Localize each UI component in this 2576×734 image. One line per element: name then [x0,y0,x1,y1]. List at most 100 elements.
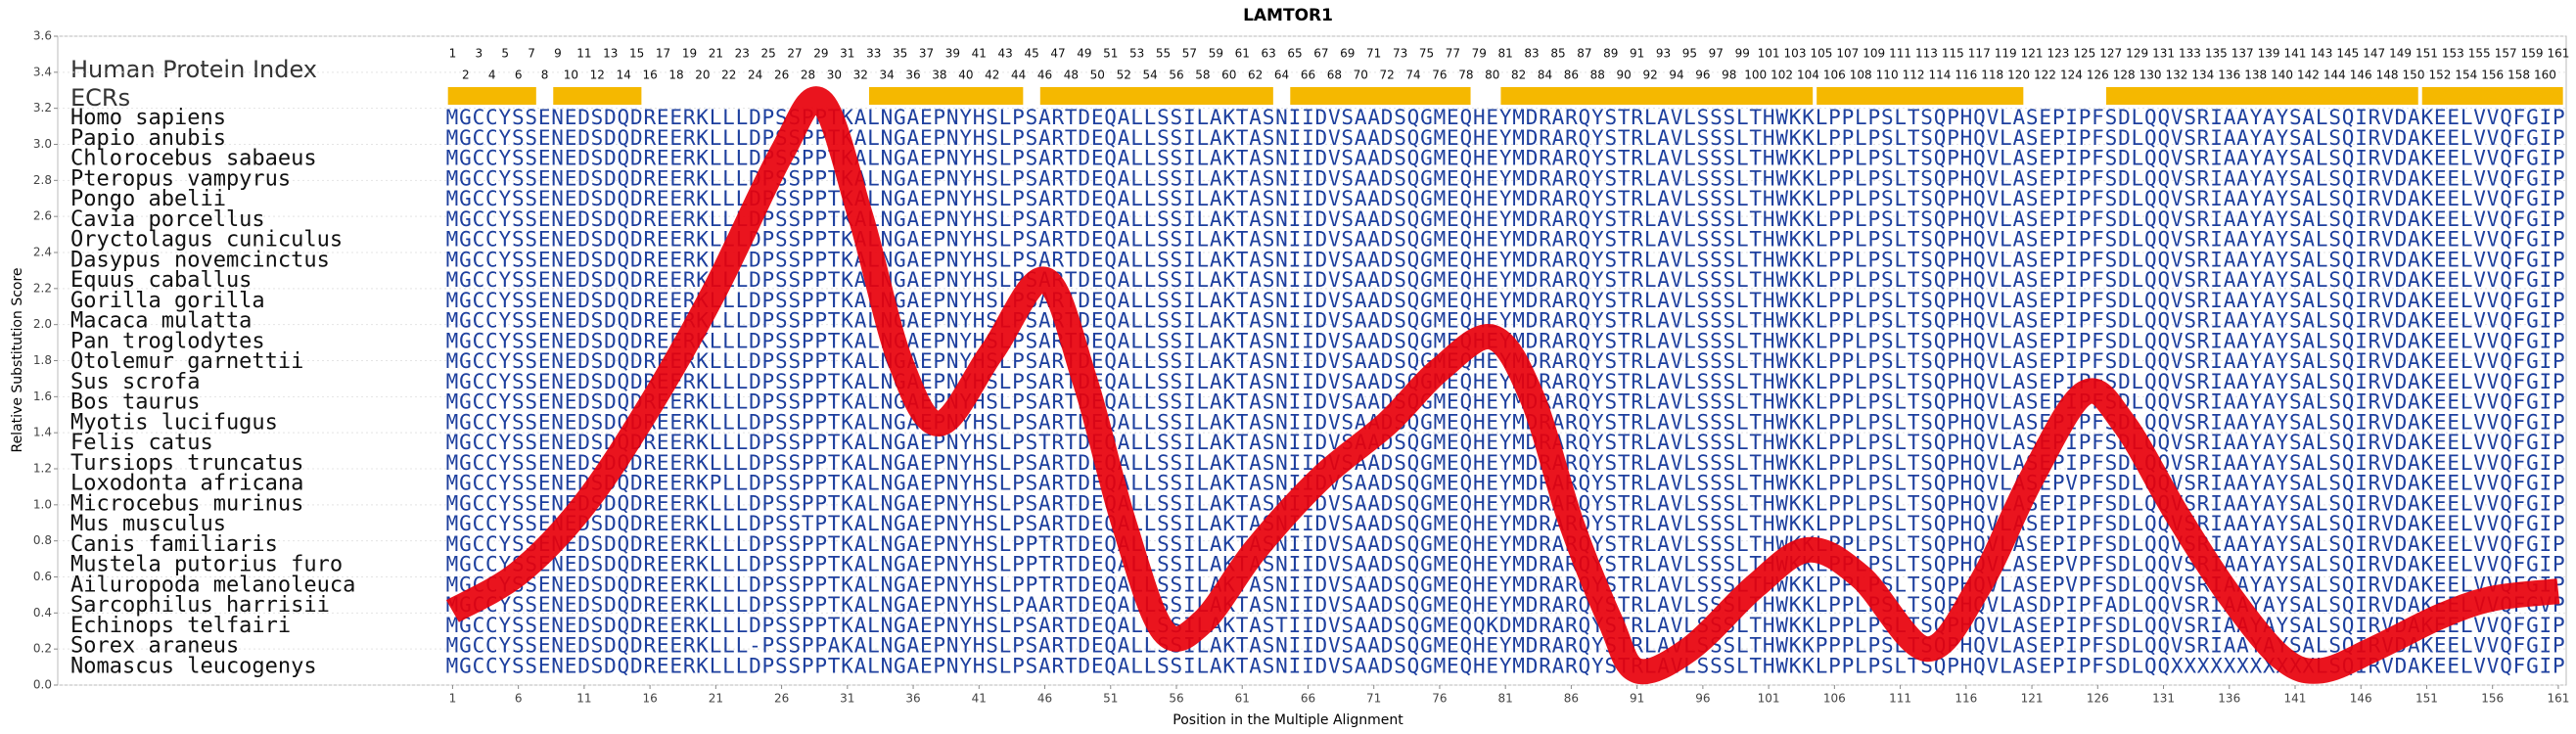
sequence: MGCCYSSENEDSDQDREERKLLLDPSSPPTKALNGAEPNY… [446,370,2565,393]
position-number: 74 [1405,69,1420,82]
x-tick-label: 6 [515,692,523,706]
position-number: 81 [1498,47,1513,61]
position-number: 160 [2534,69,2556,82]
sequence: MGCCYSSENEDSDQDREERKPLLDPSSPPTKALNGAEPNY… [446,472,2565,495]
position-number: 67 [1313,47,1328,61]
x-tick-label: 41 [972,692,987,706]
position-number: 75 [1419,47,1434,61]
y-axis-label: Relative Substitution Score [10,267,25,452]
species-name: Canis familiaris [70,532,278,557]
position-number: 118 [1981,69,2003,82]
position-number: 19 [682,47,697,61]
sequence: MGCCYSSENEDSDQDREERKLLLDPSSPPTKALNGAEPNY… [446,147,2565,170]
y-tick-label: 1.4 [33,426,52,439]
y-tick-label: 2.8 [33,173,52,187]
position-number: 3 [475,47,483,61]
position-number: 147 [2363,47,2385,61]
position-number: 158 [2507,69,2530,82]
position-number: 101 [1758,47,1780,61]
position-number: 70 [1354,69,1368,82]
position-number: 155 [2468,47,2491,61]
x-tick-label: 26 [774,692,789,706]
position-number: 90 [1617,69,1632,82]
position-number: 29 [813,47,828,61]
position-number: 45 [1024,47,1038,61]
x-tick-label: 156 [2481,692,2504,706]
y-tick-label: 3.0 [33,137,52,151]
position-number: 25 [760,47,775,61]
position-number: 5 [501,47,509,61]
position-number: 136 [2218,69,2240,82]
x-tick-label: 56 [1169,692,1183,706]
x-tick-label: 31 [840,692,854,706]
position-number: 120 [2007,69,2030,82]
position-number: 117 [1968,47,1991,61]
position-number: 87 [1577,47,1591,61]
position-number: 42 [985,69,999,82]
ecr-bar [447,87,536,105]
position-number: 109 [1863,47,1885,61]
position-number: 91 [1630,47,1644,61]
position-number: 55 [1156,47,1171,61]
position-number: 33 [866,47,881,61]
x-tick-label: 161 [2547,692,2569,706]
species-name: Myotis lucifugus [70,410,278,435]
x-tick-label: 46 [1037,692,1052,706]
sequence: MGCCYSSENEDSDQDREERKLLLDPSSPPTKALNGAEPNY… [446,166,2565,190]
position-number: 122 [2034,69,2056,82]
position-number: 30 [827,69,842,82]
x-tick-label: 71 [1366,692,1381,706]
position-number: 143 [2310,47,2332,61]
position-number: 22 [721,69,736,82]
position-number: 102 [1771,69,1793,82]
position-number: 145 [2336,47,2359,61]
position-number: 48 [1064,69,1079,82]
sequence: MGCCYSSENEDSDQDREERKLLLDPSSPPTKALNGAEPNY… [446,614,2565,637]
ecr-bar [553,87,642,105]
position-number: 114 [1928,69,1951,82]
species-name: Otolemur garnettii [70,349,303,374]
position-number: 153 [2442,47,2464,61]
position-number: 11 [576,47,591,61]
position-number: 68 [1327,69,1342,82]
species-name: Sarcophilus harrisii [70,593,330,618]
species-name: Felis catus [70,431,213,455]
x-tick-label: 136 [2218,692,2240,706]
position-number: 126 [2087,69,2109,82]
position-number: 94 [1669,69,1683,82]
position-number: 95 [1682,47,1697,61]
chart-title: LAMTOR1 [1243,6,1333,25]
position-number: 132 [2166,69,2188,82]
sequence: MGCCYSSENEDSDQDREERKLLLDPSSPPTKALNGAEPNY… [446,268,2565,292]
position-number: 6 [515,69,523,82]
position-number: 138 [2244,69,2267,82]
species-name: Bos taurus [70,390,200,415]
position-number: 36 [905,69,920,82]
position-number: 152 [2428,69,2451,82]
x-tick-label: 21 [709,692,723,706]
index-label: Human Protein Index [70,56,317,83]
y-tick-label: 1.2 [33,462,52,476]
position-number: 54 [1142,69,1157,82]
position-number: 85 [1550,47,1565,61]
position-number: 23 [735,47,750,61]
y-tick-label: 0.8 [33,533,52,547]
position-number: 61 [1235,47,1250,61]
position-number: 34 [880,69,895,82]
position-number: 31 [840,47,854,61]
position-number: 98 [1722,69,1736,82]
ecr-bar [868,87,1024,105]
species-name: Pteropus vampyrus [70,166,291,191]
ecr-bar [1039,87,1273,105]
position-number: 111 [1889,47,1911,61]
species-name: Gorilla gorilla [70,289,265,313]
position-number: 50 [1090,69,1105,82]
position-number: 135 [2205,47,2228,61]
position-number: 24 [748,69,762,82]
position-number: 4 [488,69,496,82]
sequence: MGCCYSSENEDSDQDREERKLLLDPSSPPTKALNGAEPNY… [446,654,2565,677]
position-number: 69 [1340,47,1355,61]
x-tick-label: 106 [1823,692,1846,706]
species-name: Pongo abelii [70,187,226,211]
x-tick-label: 16 [642,692,657,706]
